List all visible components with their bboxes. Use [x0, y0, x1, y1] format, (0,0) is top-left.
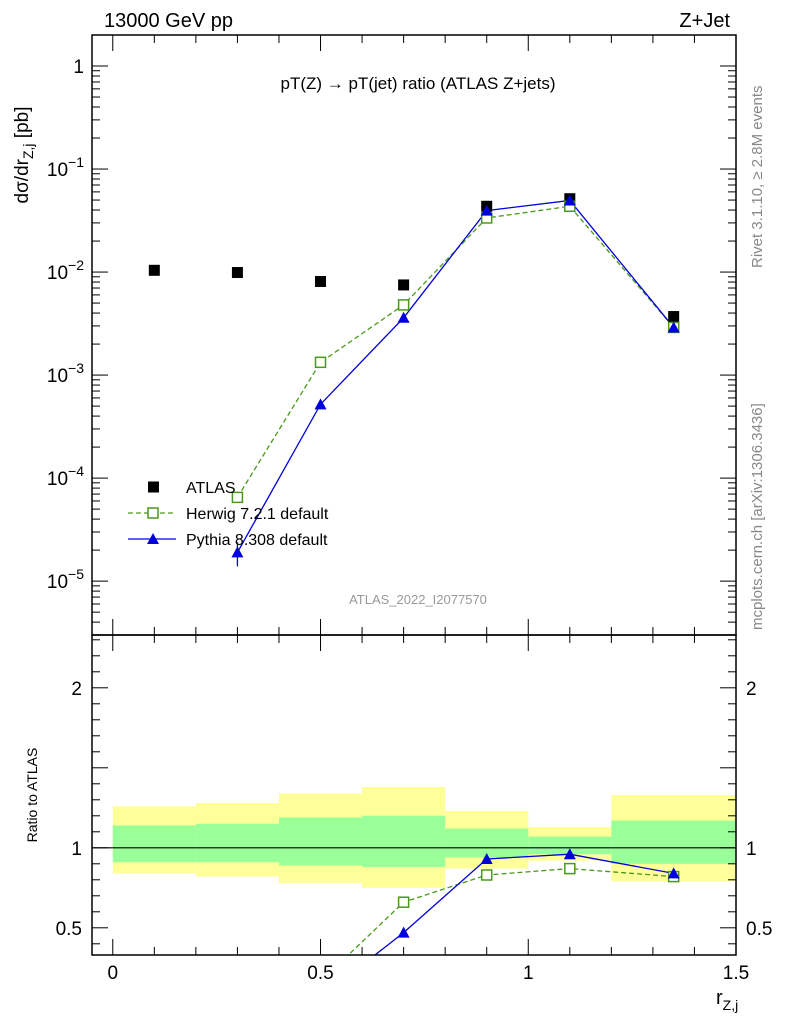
header-channel: Z+Jet [679, 10, 730, 32]
pythia-ratio-point [563, 848, 576, 860]
ratio-band-green [278, 817, 363, 866]
x-axis-label: rZ,j [716, 987, 738, 1013]
ratio-band-green [611, 820, 736, 864]
herwig-line [236, 205, 675, 498]
ratio-band-green [195, 823, 279, 863]
pythia-line [236, 199, 675, 553]
pythia-ratio-line [373, 853, 674, 955]
legend-atlas-label: ATLAS [186, 480, 236, 497]
ratio-frame [91, 634, 737, 956]
herwig-point [314, 356, 327, 369]
ratio-band-green [362, 815, 446, 867]
herwig-ratio-point [564, 862, 576, 875]
herwig-ratio-point [480, 869, 493, 881]
herwig-point [231, 491, 244, 504]
pythia-point [314, 398, 327, 410]
y-tick-label: 10−3 [47, 360, 84, 387]
plot-title: pT(Z) → pT(jet) ratio (ATLAS Z+jets) [280, 74, 555, 93]
ratio-band-green [528, 836, 612, 855]
atlas-point [398, 279, 410, 291]
ratio-y-axis-label: Ratio to ATLAS [24, 748, 40, 843]
x-tick-label: 0 [107, 963, 118, 984]
atlas-point [668, 311, 680, 323]
legend-pythia-marker [147, 533, 159, 544]
ratio-y-tick-label: 0.5 [56, 919, 82, 940]
atlas-point [148, 264, 160, 276]
atlas-point [315, 275, 327, 287]
x-tick-label: 1.5 [723, 963, 749, 984]
ratio-y-tick-label: 2 [71, 679, 82, 700]
pythia-point [480, 204, 493, 216]
ratio-band-green [445, 828, 529, 858]
y-tick-label: 10−5 [47, 566, 84, 593]
y-tick-label: 1 [73, 57, 84, 78]
pythia-point [667, 321, 680, 333]
herwig-ratio-line [347, 867, 674, 955]
legend-pythia-label: Pythia 8.308 default [186, 532, 328, 549]
pythia-ratio-point [231, 1001, 243, 1012]
ratio-band-green [112, 825, 196, 863]
header-process: 13000 GeV pp [104, 10, 233, 32]
pythia-point [397, 311, 410, 323]
pythia-point [563, 194, 576, 206]
pythia-ratio-point [315, 992, 327, 1003]
atlas-point [231, 267, 243, 279]
pythia-ratio-point [480, 853, 493, 864]
x-tick-label: 0.5 [307, 963, 333, 984]
ratio-y-tick-label: 1 [746, 839, 757, 860]
pythia-ratio-point [667, 867, 680, 879]
herwig-ratio-point [397, 896, 410, 908]
herwig-point [397, 299, 410, 311]
mcplots-label: mcplots.cern.ch [arXiv:1306.3436] [749, 403, 766, 630]
y-tick-label: 10−1 [47, 154, 84, 181]
legend-herwig-label: Herwig 7.2.1 default [186, 506, 329, 523]
rivet-label: Rivet 3.1.10, ≥ 2.8M events [749, 86, 766, 269]
herwig-ratio-point [232, 1002, 242, 1012]
y-tick-label: 10−4 [47, 463, 84, 490]
x-tick-label: 1 [523, 963, 534, 984]
pythia-ratio-point [397, 926, 410, 938]
analysis-label: ATLAS_2022_I2077570 [349, 592, 487, 607]
ratio-y-tick-label: 0.5 [746, 919, 772, 940]
legend-herwig-marker [147, 507, 159, 519]
legend-atlas-marker [148, 481, 159, 493]
y-tick-label: 10−2 [47, 257, 84, 284]
ratio-y-tick-label: 1 [71, 839, 82, 860]
ratio-y-tick-label: 2 [746, 679, 757, 700]
main-y-axis-label: dσ/drZ,j [pb] [12, 106, 36, 203]
